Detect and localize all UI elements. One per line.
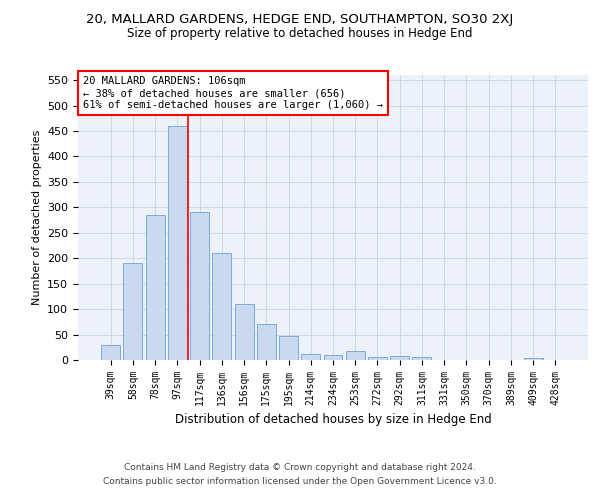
Bar — [301, 354, 320, 360]
Text: 20, MALLARD GARDENS, HEDGE END, SOUTHAMPTON, SO30 2XJ: 20, MALLARD GARDENS, HEDGE END, SOUTHAMP… — [86, 12, 514, 26]
Bar — [257, 324, 276, 360]
Bar — [412, 358, 431, 360]
X-axis label: Distribution of detached houses by size in Hedge End: Distribution of detached houses by size … — [175, 414, 491, 426]
Text: 20 MALLARD GARDENS: 106sqm
← 38% of detached houses are smaller (656)
61% of sem: 20 MALLARD GARDENS: 106sqm ← 38% of deta… — [83, 76, 383, 110]
Bar — [524, 358, 542, 360]
Bar — [235, 304, 254, 360]
Bar — [101, 344, 120, 360]
Bar — [168, 126, 187, 360]
Bar — [368, 358, 387, 360]
Bar — [146, 215, 164, 360]
Bar — [124, 264, 142, 360]
Bar — [323, 355, 343, 360]
Bar — [279, 336, 298, 360]
Text: Size of property relative to detached houses in Hedge End: Size of property relative to detached ho… — [127, 28, 473, 40]
Y-axis label: Number of detached properties: Number of detached properties — [32, 130, 41, 305]
Bar — [390, 356, 409, 360]
Bar — [346, 351, 365, 360]
Text: Contains public sector information licensed under the Open Government Licence v3: Contains public sector information licen… — [103, 477, 497, 486]
Bar — [212, 253, 231, 360]
Text: Contains HM Land Registry data © Crown copyright and database right 2024.: Contains HM Land Registry data © Crown c… — [124, 464, 476, 472]
Bar — [190, 212, 209, 360]
